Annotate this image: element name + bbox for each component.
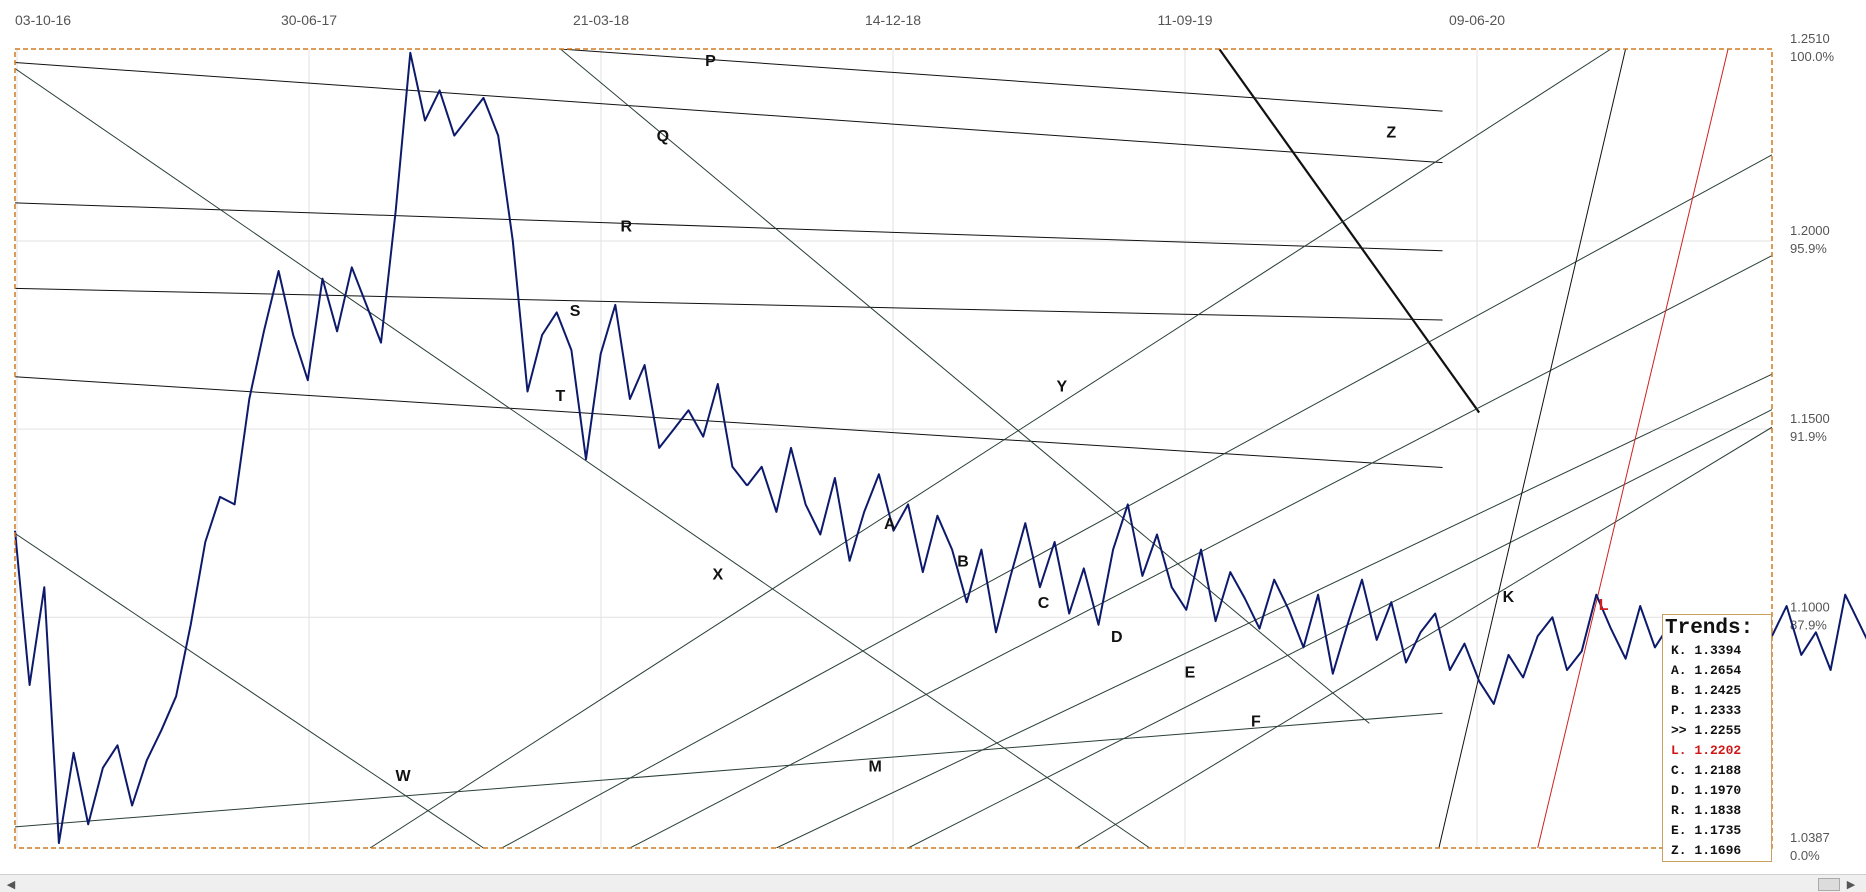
x-axis-labels: 03-10-16 30-06-17 21-03-18 14-12-18 11-09-19…	[15, 12, 1505, 28]
trend-item: R. 1.1838	[1671, 803, 1742, 818]
x-tick-label: 03-10-16	[15, 12, 71, 28]
trendline-y	[560, 49, 1370, 724]
trendline-label-p: P	[705, 53, 716, 70]
trendline-x	[15, 68, 1151, 848]
trendline-label-d: D	[1111, 629, 1123, 646]
trendline-label-r: R	[621, 219, 633, 236]
trendline-r	[15, 202, 1443, 252]
y-percent-label: 0.0%	[1790, 848, 1820, 863]
y-price-label: 1.1000	[1790, 599, 1830, 614]
trendline-label-y: Y	[1057, 378, 1068, 395]
scroll-right-icon[interactable]: ▶	[1846, 878, 1856, 891]
trendline-label-k: K	[1503, 589, 1515, 606]
trendlines	[15, 49, 1772, 848]
trendline-z	[1218, 49, 1481, 414]
trendline-label-b: B	[957, 553, 969, 570]
y-percent-label: 91.9%	[1790, 429, 1827, 444]
grid-lines	[15, 49, 1772, 848]
trend-item: L. 1.2202	[1671, 743, 1742, 758]
trend-item: C. 1.2188	[1671, 763, 1742, 778]
trend-item: Z. 1.1696	[1671, 843, 1742, 858]
trends-panel: Trends: K. 1.3394 A. 1.2654 B. 1.2425 P. 1.…	[1662, 614, 1772, 862]
trendline-f	[1076, 426, 1772, 848]
trend-item: >> 1.2255	[1671, 723, 1742, 738]
price-line-segment-1	[14, 51, 748, 845]
y-axis-labels: 1.2510 100.0% 1.2000 95.9% 1.1500 91.9% 1.1000…	[1790, 31, 1835, 863]
trend-item: A. 1.2654	[1671, 663, 1742, 678]
trend-item: E. 1.1735	[1671, 823, 1742, 838]
plot-border	[14, 48, 1773, 849]
scroll-left-icon[interactable]: ◀	[6, 878, 16, 891]
x-tick-label: 09-06-20	[1449, 12, 1505, 28]
x-tick-label: 21-03-18	[573, 12, 629, 28]
trendline-p	[560, 49, 1443, 112]
trendline-label-e: E	[1185, 665, 1196, 682]
trend-item: B. 1.2425	[1671, 683, 1742, 698]
horizontal-scrollbar[interactable]: ◀ ▶	[0, 874, 1866, 892]
trendline-s	[15, 287, 1443, 321]
trendline-a	[369, 49, 1612, 848]
trendline-l	[1537, 49, 1729, 848]
y-price-label: 1.2510	[1790, 31, 1830, 46]
trendline-b	[501, 154, 1772, 848]
y-price-label: 1.2000	[1790, 223, 1830, 238]
x-tick-label: 11-09-19	[1157, 12, 1212, 28]
trends-list: K. 1.3394 A. 1.2654 B. 1.2425 P. 1.2333 >> 1…	[1663, 641, 1771, 861]
trendline-label-l: L	[1599, 597, 1609, 614]
trendline-label-x: X	[712, 567, 723, 584]
trendline-k	[1438, 49, 1627, 848]
trendline-label-c: C	[1038, 595, 1050, 612]
trendline-label-z: Z	[1386, 124, 1396, 141]
x-tick-label: 14-12-18	[865, 12, 921, 28]
y-percent-label: 95.9%	[1790, 241, 1827, 256]
trendline-label-s: S	[570, 303, 581, 320]
y-percent-label: 87.9%	[1790, 617, 1827, 632]
y-percent-label: 100.0%	[1790, 49, 1835, 64]
trendline-label-w: W	[395, 768, 411, 785]
trend-item: D. 1.1970	[1671, 783, 1742, 798]
trendline-q	[15, 62, 1443, 164]
trend-item: P. 1.2333	[1671, 703, 1742, 718]
trendline-label-q: Q	[657, 128, 669, 145]
y-price-label: 1.0387	[1790, 830, 1830, 845]
trendline-label-a: A	[884, 516, 896, 533]
y-price-label: 1.1500	[1790, 411, 1830, 426]
trendline-e	[907, 409, 1772, 848]
trendline-d	[776, 373, 1772, 848]
trendline-label-t: T	[556, 388, 566, 405]
scroll-thumb[interactable]	[1818, 878, 1840, 891]
trendline-labels: P Q R S T Z Y X W M A B C D E F K L	[395, 53, 1608, 785]
trendline-label-f: F	[1251, 713, 1261, 730]
price-series	[14, 51, 1866, 845]
trendline-w	[15, 532, 484, 848]
trendline-t	[15, 376, 1443, 469]
trendline-m	[15, 712, 1443, 828]
trend-item: K. 1.3394	[1671, 643, 1742, 658]
chart: 03-10-16 30-06-17 21-03-18 14-12-18 11-09-19…	[14, 12, 1866, 863]
trends-title: Trends:	[1665, 617, 1754, 640]
x-tick-label: 30-06-17	[281, 12, 337, 28]
trendline-label-m: M	[869, 759, 882, 776]
